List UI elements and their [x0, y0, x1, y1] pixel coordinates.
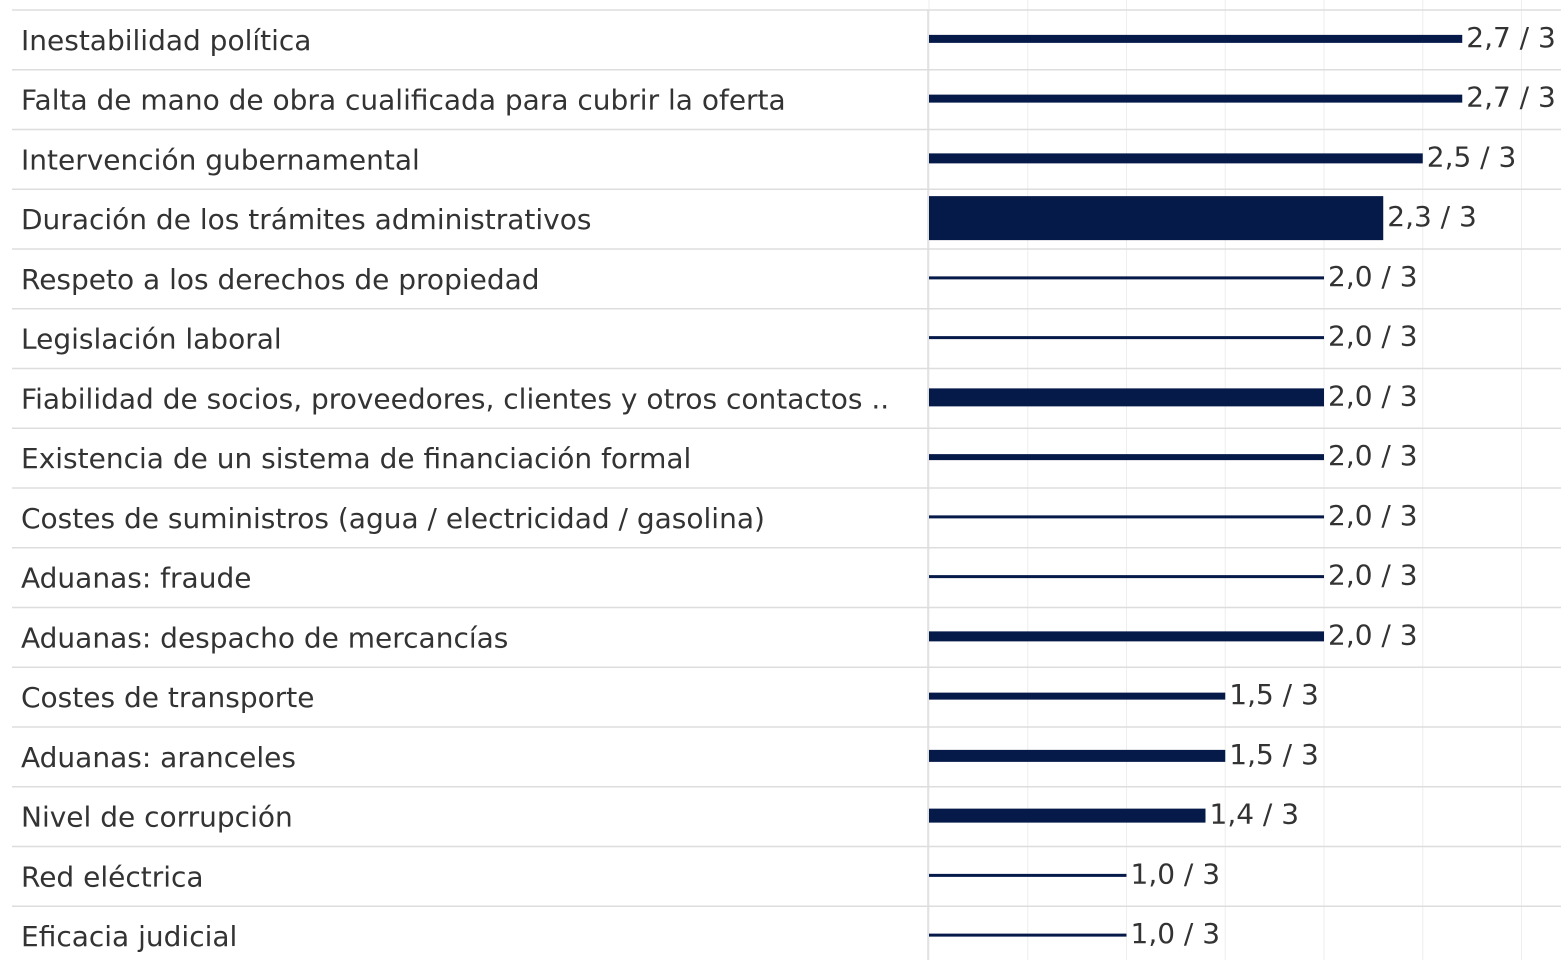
bar [929, 336, 1324, 340]
category-label: Falta de mano de obra cualificada para c… [21, 84, 786, 117]
bar [929, 276, 1324, 280]
value-label: 2,0 / 3 [1328, 439, 1418, 472]
category-label: Costes de suministros (agua / electricid… [21, 502, 765, 535]
bar [929, 575, 1324, 579]
value-label: 2,0 / 3 [1328, 260, 1418, 293]
value-label: 1,5 / 3 [1229, 738, 1319, 771]
bar [929, 454, 1324, 461]
value-label: 2,0 / 3 [1328, 499, 1418, 532]
category-label: Aduanas: fraude [21, 562, 251, 595]
value-label: 1,0 / 3 [1131, 857, 1221, 890]
bar [929, 808, 1206, 823]
category-label: Duración de los trámites administrativos [21, 203, 591, 236]
value-label: 1,0 / 3 [1131, 917, 1221, 950]
category-label: Respeto a los derechos de propiedad [21, 263, 540, 296]
bar [929, 153, 1423, 164]
value-label: 1,4 / 3 [1210, 798, 1300, 831]
bar [929, 692, 1226, 700]
category-label: Costes de transporte [21, 681, 314, 714]
category-label: Existencia de un sistema de financiación… [21, 442, 691, 475]
category-label: Fiabilidad de socios, proveedores, clien… [21, 382, 889, 415]
bar [929, 873, 1127, 877]
value-label: 2,3 / 3 [1387, 200, 1477, 233]
category-label: Inestabilidad política [21, 24, 311, 57]
category-label: Intervención gubernamental [21, 143, 420, 176]
category-label: Legislación laboral [21, 323, 282, 356]
category-label: Red eléctrica [21, 860, 204, 893]
category-label: Aduanas: aranceles [21, 741, 296, 774]
category-label: Nivel de corrupción [21, 801, 293, 834]
bar [929, 94, 1463, 103]
value-label: 2,0 / 3 [1328, 618, 1418, 651]
value-label: 2,5 / 3 [1427, 140, 1517, 173]
value-label: 2,7 / 3 [1466, 81, 1556, 114]
bar [929, 933, 1127, 937]
bar [929, 388, 1324, 407]
value-label: 1,5 / 3 [1229, 678, 1319, 711]
bar [929, 196, 1384, 241]
value-label: 2,0 / 3 [1328, 379, 1418, 412]
bar [929, 749, 1226, 762]
category-label: Aduanas: despacho de mercancías [21, 621, 508, 654]
bar [929, 34, 1463, 43]
bar [929, 631, 1324, 642]
category-label: Eficacia judicial [21, 920, 237, 953]
bar [929, 515, 1324, 519]
value-label: 2,7 / 3 [1466, 21, 1556, 54]
value-label: 2,0 / 3 [1328, 320, 1418, 353]
value-label: 2,0 / 3 [1328, 559, 1418, 592]
